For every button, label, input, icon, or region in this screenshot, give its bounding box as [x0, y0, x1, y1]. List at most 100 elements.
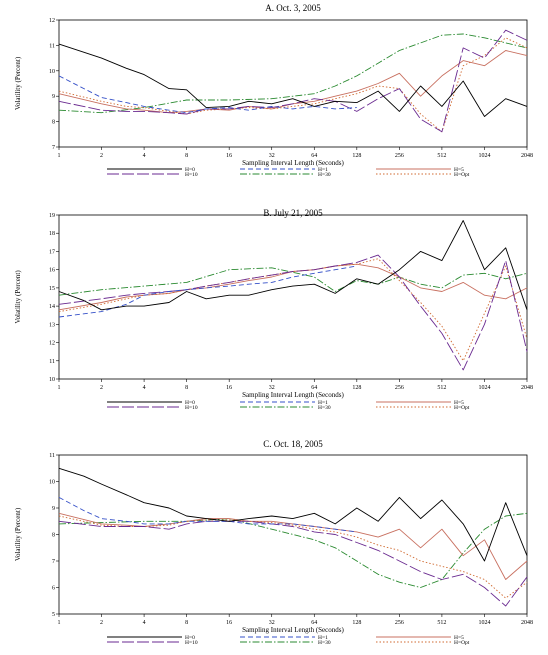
y-tick-label: 17 — [49, 249, 55, 255]
plot-frame — [58, 214, 528, 380]
legend-label: H=Opt — [454, 640, 470, 646]
x-tick-label: 8 — [185, 153, 188, 159]
series-line-h-1 — [58, 75, 357, 114]
series-line-h-30 — [58, 512, 528, 588]
x-tick-label: 16 — [226, 153, 232, 159]
legend-label: H=30 — [318, 405, 331, 411]
y-tick-label: 6 — [52, 586, 55, 592]
x-tick-label: 32 — [269, 620, 275, 626]
series-line-h-0 — [58, 220, 528, 311]
y-tick-label: 14 — [49, 304, 55, 310]
x-axis-label: Sampling Interval Length (Seconds) — [242, 626, 344, 634]
y-tick-label: 15 — [49, 286, 55, 292]
series-line-h-opt — [58, 258, 528, 362]
x-tick-label: 16 — [226, 620, 232, 626]
legend-label: H=0 — [185, 635, 195, 641]
series-line-h-1 — [58, 265, 357, 318]
y-tick-label: 10 — [49, 377, 55, 383]
x-axis-label: Sampling Interval Length (Seconds) — [242, 391, 344, 399]
legend-label: H=30 — [318, 172, 331, 178]
y-tick-label: 11 — [49, 43, 55, 49]
x-axis-label: Sampling Interval Length (Seconds) — [242, 159, 344, 167]
y-tick-label: 5 — [52, 612, 55, 618]
panel-title: C. Oct. 18, 2005 — [263, 439, 323, 449]
y-tick-label: 8 — [52, 533, 55, 539]
legend-label: H=5 — [454, 400, 464, 406]
x-tick-label: 256 — [395, 620, 404, 626]
legend-label: H=1 — [318, 635, 328, 641]
y-tick-label: 12 — [49, 341, 55, 347]
series-line-h-10 — [58, 254, 528, 371]
legend-label: H=1 — [318, 400, 328, 406]
y-tick-label: 10 — [49, 69, 55, 75]
legend-label: H=5 — [454, 635, 464, 641]
x-tick-label: 2 — [100, 620, 103, 626]
panel-title: A. Oct. 3, 2005 — [265, 3, 321, 13]
x-tick-label: 512 — [437, 153, 446, 159]
x-tick-label: 256 — [395, 385, 404, 391]
y-tick-label: 12 — [49, 18, 55, 24]
y-tick-label: 16 — [49, 268, 55, 274]
x-tick-label: 1024 — [478, 385, 490, 391]
legend-label: H=0 — [185, 167, 195, 173]
plot-frame — [58, 454, 528, 615]
series-line-h-1 — [58, 497, 357, 533]
x-tick-label: 4 — [143, 620, 146, 626]
x-tick-label: 1 — [58, 153, 61, 159]
x-tick-label: 512 — [437, 620, 446, 626]
y-tick-label: 13 — [49, 322, 55, 328]
series-line-h-10 — [58, 29, 528, 133]
x-tick-label: 64 — [311, 385, 317, 391]
x-tick-label: 128 — [352, 385, 361, 391]
x-tick-label: 4 — [143, 153, 146, 159]
x-tick-label: 2 — [100, 153, 103, 159]
y-axis-label: Volatility (Percent) — [14, 270, 22, 324]
x-tick-label: 128 — [352, 153, 361, 159]
legend-label: H=10 — [185, 405, 198, 411]
y-tick-label: 7 — [52, 145, 55, 151]
x-tick-label: 1024 — [478, 153, 490, 159]
legend-label: H=1 — [318, 167, 328, 173]
y-tick-label: 18 — [49, 231, 55, 237]
legend-label: H=Opt — [454, 172, 470, 178]
y-tick-label: 9 — [52, 94, 55, 100]
x-tick-label: 256 — [395, 153, 404, 159]
y-tick-label: 7 — [52, 559, 55, 565]
panel-title: B. July 21, 2005 — [263, 208, 323, 218]
x-tick-label: 64 — [311, 153, 317, 159]
series-line-h-30 — [58, 33, 528, 114]
legend-label: H=30 — [318, 640, 331, 646]
x-tick-label: 8 — [185, 385, 188, 391]
y-axis-label: Volatility (Percent) — [14, 507, 22, 561]
series-line-h-10 — [58, 520, 528, 607]
x-tick-label: 16 — [226, 385, 232, 391]
y-tick-label: 8 — [52, 120, 55, 126]
plot-frame — [58, 19, 528, 148]
series-line-h-30 — [58, 267, 528, 296]
legend-label: H=10 — [185, 172, 198, 178]
x-tick-label: 32 — [269, 385, 275, 391]
y-tick-label: 11 — [49, 453, 55, 459]
x-tick-label: 32 — [269, 153, 275, 159]
y-tick-label: 11 — [49, 359, 55, 365]
legend-label: H=Opt — [454, 405, 470, 411]
y-tick-label: 10 — [49, 480, 55, 486]
x-tick-label: 512 — [437, 385, 446, 391]
series-line-h-opt — [58, 37, 528, 133]
x-tick-label: 2048 — [521, 620, 533, 626]
y-axis-label: Volatility (Percent) — [14, 56, 22, 110]
x-tick-label: 64 — [311, 620, 317, 626]
series-line-h-0 — [58, 467, 528, 562]
x-tick-label: 4 — [143, 385, 146, 391]
x-tick-label: 8 — [185, 620, 188, 626]
y-tick-label: 9 — [52, 506, 55, 512]
x-tick-label: 2048 — [521, 153, 533, 159]
x-tick-label: 1024 — [478, 620, 490, 626]
x-tick-label: 128 — [352, 620, 361, 626]
x-tick-label: 1 — [58, 620, 61, 626]
y-tick-label: 19 — [49, 213, 55, 219]
x-tick-label: 2048 — [521, 385, 533, 391]
legend-label: H=0 — [185, 400, 195, 406]
x-tick-label: 2 — [100, 385, 103, 391]
